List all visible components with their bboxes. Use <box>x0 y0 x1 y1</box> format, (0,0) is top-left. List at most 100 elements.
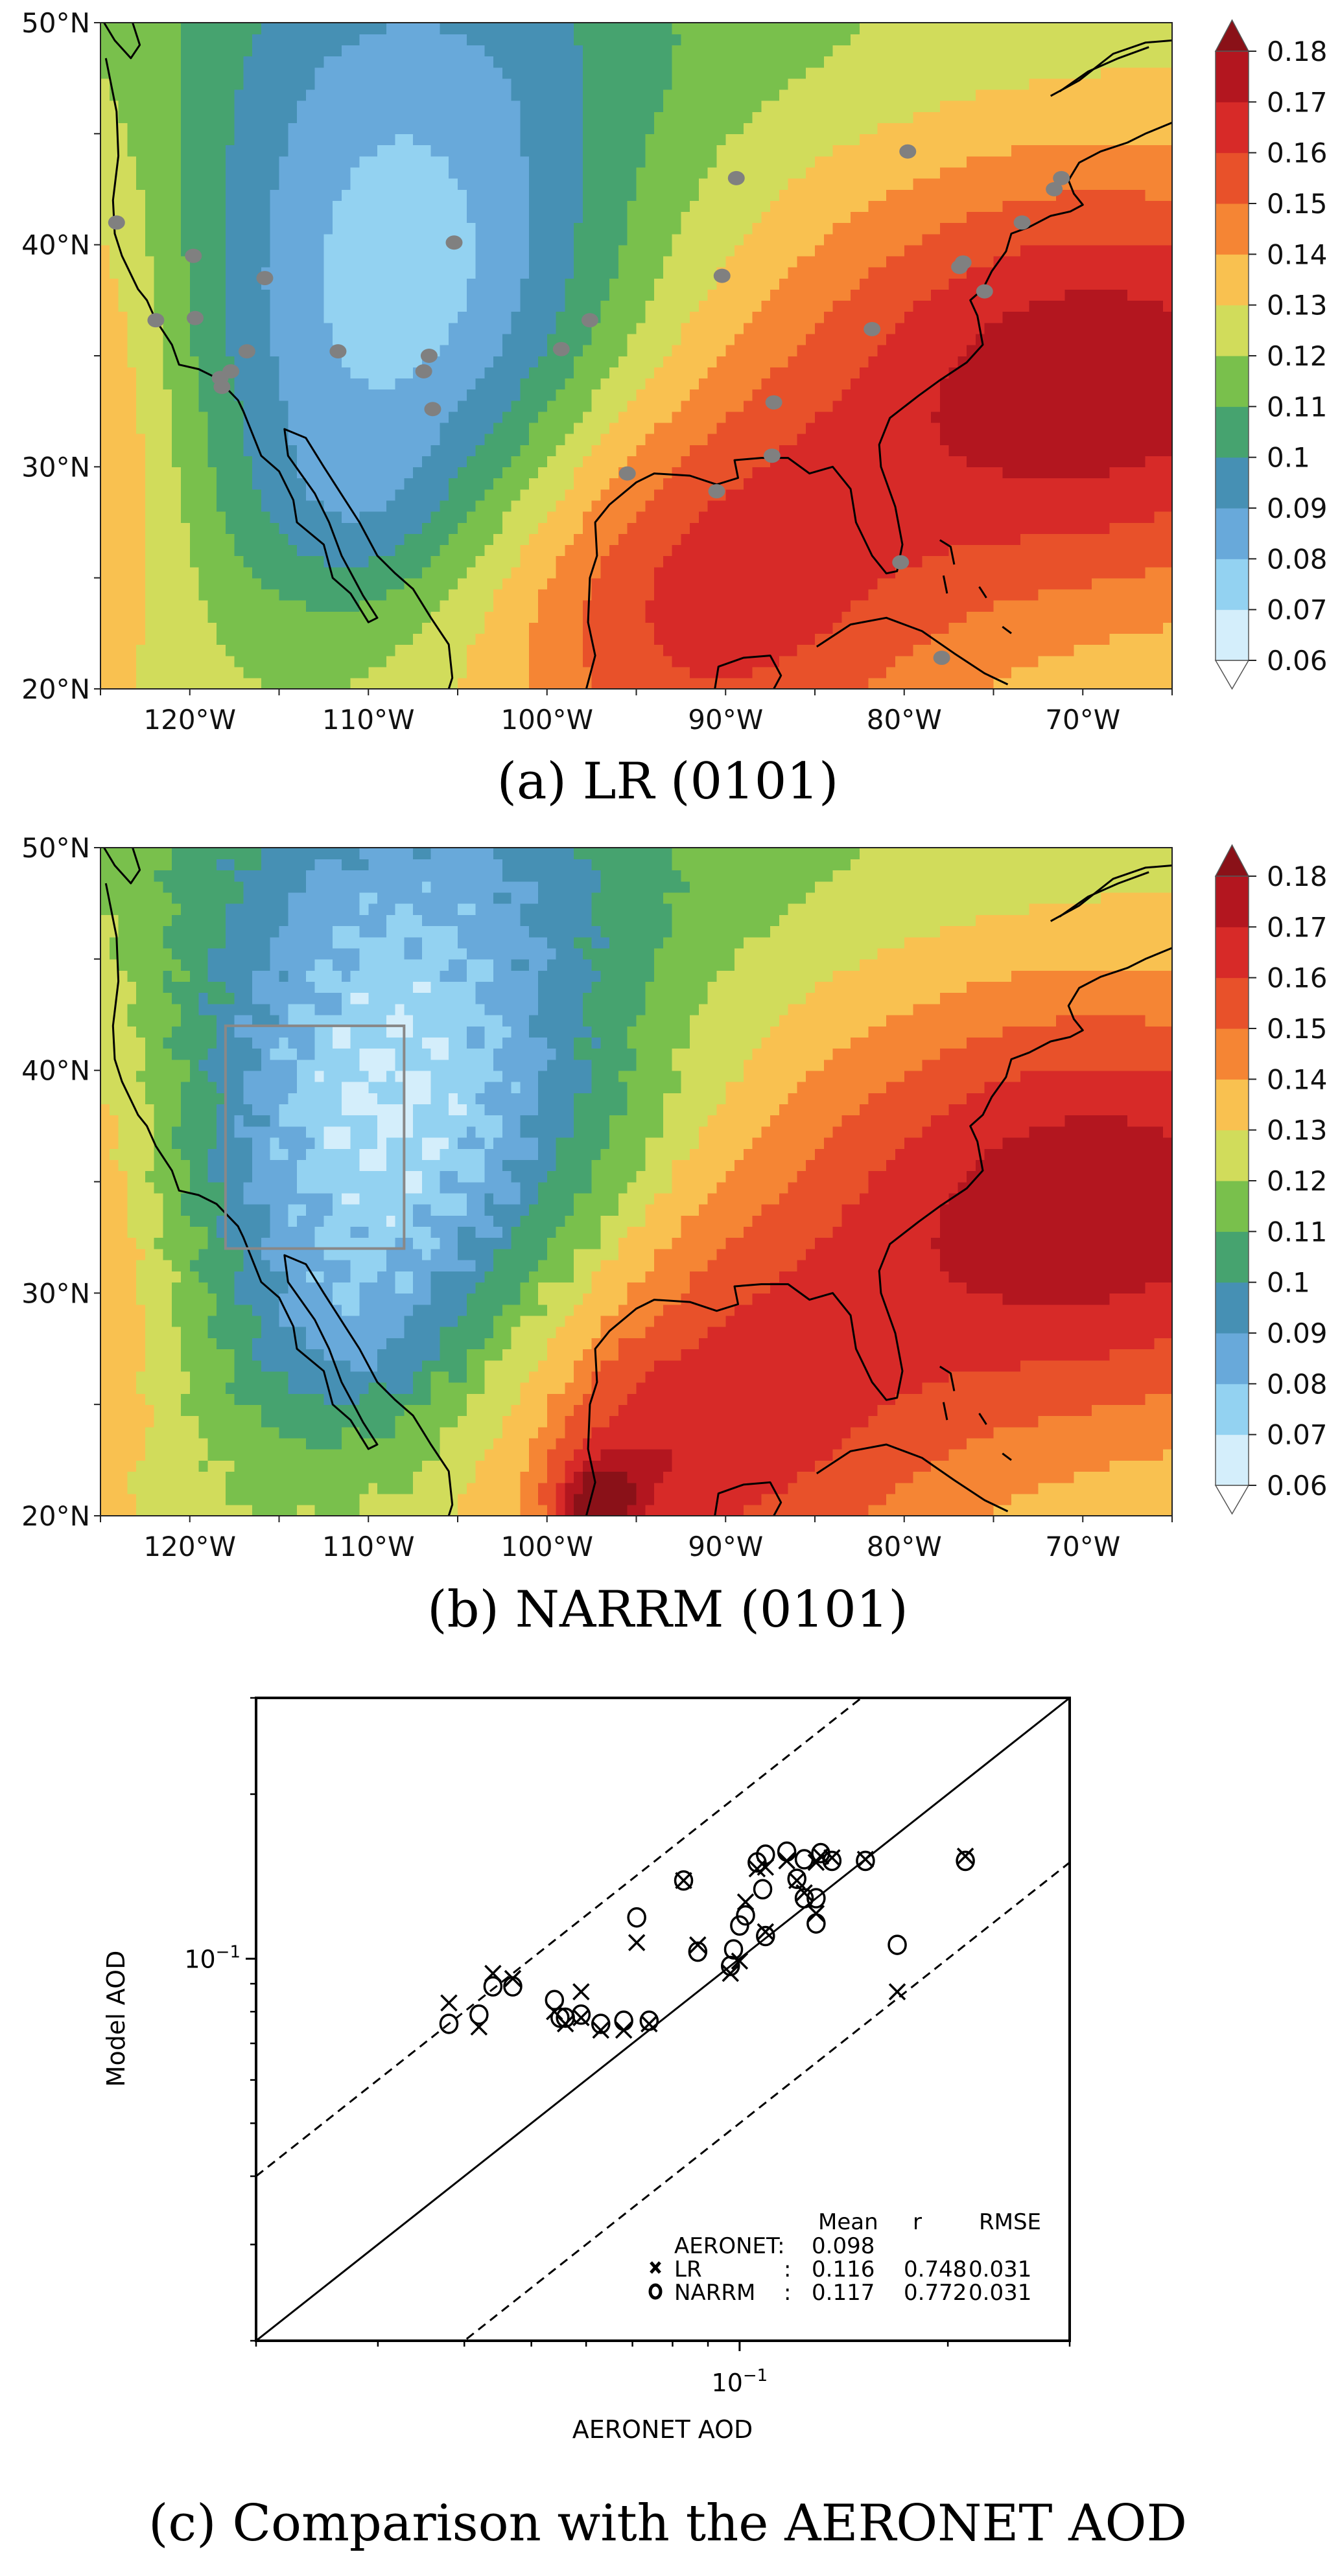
aod-cell <box>582 145 593 157</box>
aod-cell <box>333 178 342 190</box>
aod-cell <box>600 311 610 323</box>
aod-cell <box>627 655 637 667</box>
aod-cell <box>323 233 333 246</box>
aod-cell <box>234 411 244 423</box>
aod-cell <box>502 333 512 345</box>
aod-cell <box>217 599 226 612</box>
aod-cell <box>779 577 789 590</box>
aod-cell <box>261 344 271 356</box>
aod-cell <box>163 655 172 667</box>
aod-cell <box>806 145 816 157</box>
aod-cell <box>440 677 449 690</box>
aod-cell <box>270 178 280 190</box>
aod-cell <box>466 677 476 690</box>
aod-cell <box>493 278 503 290</box>
aod-cell <box>707 233 718 246</box>
aod-cell <box>449 222 458 235</box>
aod-cell <box>217 111 226 123</box>
aod-cell <box>511 244 521 257</box>
aod-cell <box>565 555 574 568</box>
aod-cell <box>181 145 191 157</box>
aod-cell <box>136 544 146 557</box>
aod-cell <box>430 422 441 434</box>
aod-cell <box>458 511 467 523</box>
aod-cell <box>198 611 209 623</box>
aod-cell <box>529 222 539 235</box>
aod-cell <box>627 677 637 690</box>
aod-cell <box>743 145 753 157</box>
aod-cell <box>797 67 807 79</box>
aod-cell <box>574 467 583 479</box>
aod-cell <box>681 456 690 468</box>
aod-cell <box>395 433 405 445</box>
aod-cell <box>547 145 557 157</box>
aod-cell <box>198 278 209 290</box>
aod-cell <box>841 599 851 612</box>
aod-cell <box>305 322 316 334</box>
aod-cell <box>672 111 682 123</box>
aod-cell <box>466 356 476 367</box>
aod-cell <box>127 344 137 356</box>
aod-cell <box>725 278 735 290</box>
aod-cell <box>198 211 209 224</box>
aod-cell <box>716 244 727 257</box>
aod-cell <box>770 78 780 90</box>
aod-cell <box>297 333 307 345</box>
aod-cell <box>118 588 128 601</box>
aod-cell <box>823 122 834 135</box>
aod-cell <box>735 367 744 378</box>
aod-cell <box>207 23 217 34</box>
aod-cell <box>127 467 137 479</box>
aod-cell <box>600 266 610 279</box>
aod-cell <box>511 23 521 34</box>
aod-cell <box>305 445 316 456</box>
aod-cell <box>493 500 503 512</box>
aod-cell <box>645 588 655 601</box>
aod-cell <box>761 300 771 312</box>
aod-cell <box>297 422 307 434</box>
aod-cell <box>770 322 780 334</box>
aod-cell <box>314 644 325 656</box>
aod-cell <box>600 478 610 490</box>
aod-cell <box>243 445 253 456</box>
aod-cell <box>654 45 664 57</box>
aod-cell <box>377 156 387 168</box>
aod-cell <box>672 78 682 90</box>
aod-cell <box>163 344 172 356</box>
aod-cell <box>243 400 253 412</box>
aod-cell <box>323 289 333 301</box>
aod-cell <box>243 255 253 268</box>
aod-cell <box>252 255 262 268</box>
aod-cell <box>636 367 646 378</box>
aod-cell <box>421 522 432 534</box>
aod-cell <box>547 633 557 645</box>
aod-cell <box>788 222 798 235</box>
aod-cell <box>574 255 583 268</box>
aod-cell <box>430 189 441 201</box>
aod-cell <box>681 566 690 579</box>
aod-cell <box>493 34 503 45</box>
aod-cell <box>466 289 476 301</box>
aod-cell <box>377 500 387 512</box>
aod-cell <box>547 467 557 479</box>
aod-cell <box>413 233 423 246</box>
aod-cell <box>127 422 137 434</box>
aod-cell <box>279 644 289 656</box>
aod-cell <box>100 400 110 412</box>
aod-cell <box>430 78 441 90</box>
aod-cell <box>154 222 164 235</box>
aod-cell <box>735 511 744 523</box>
aod-cell <box>681 478 690 490</box>
aod-cell <box>761 45 771 57</box>
aod-cell <box>341 400 351 412</box>
aod-cell <box>234 266 244 279</box>
aod-cell <box>368 222 378 235</box>
aod-cell <box>181 266 191 279</box>
aod-cell <box>359 278 370 290</box>
aod-cell <box>252 233 262 246</box>
aod-cell <box>100 677 110 690</box>
aod-cell <box>591 445 602 456</box>
aod-cell <box>698 23 709 34</box>
aod-cell <box>100 23 110 34</box>
aod-cell <box>779 344 789 356</box>
